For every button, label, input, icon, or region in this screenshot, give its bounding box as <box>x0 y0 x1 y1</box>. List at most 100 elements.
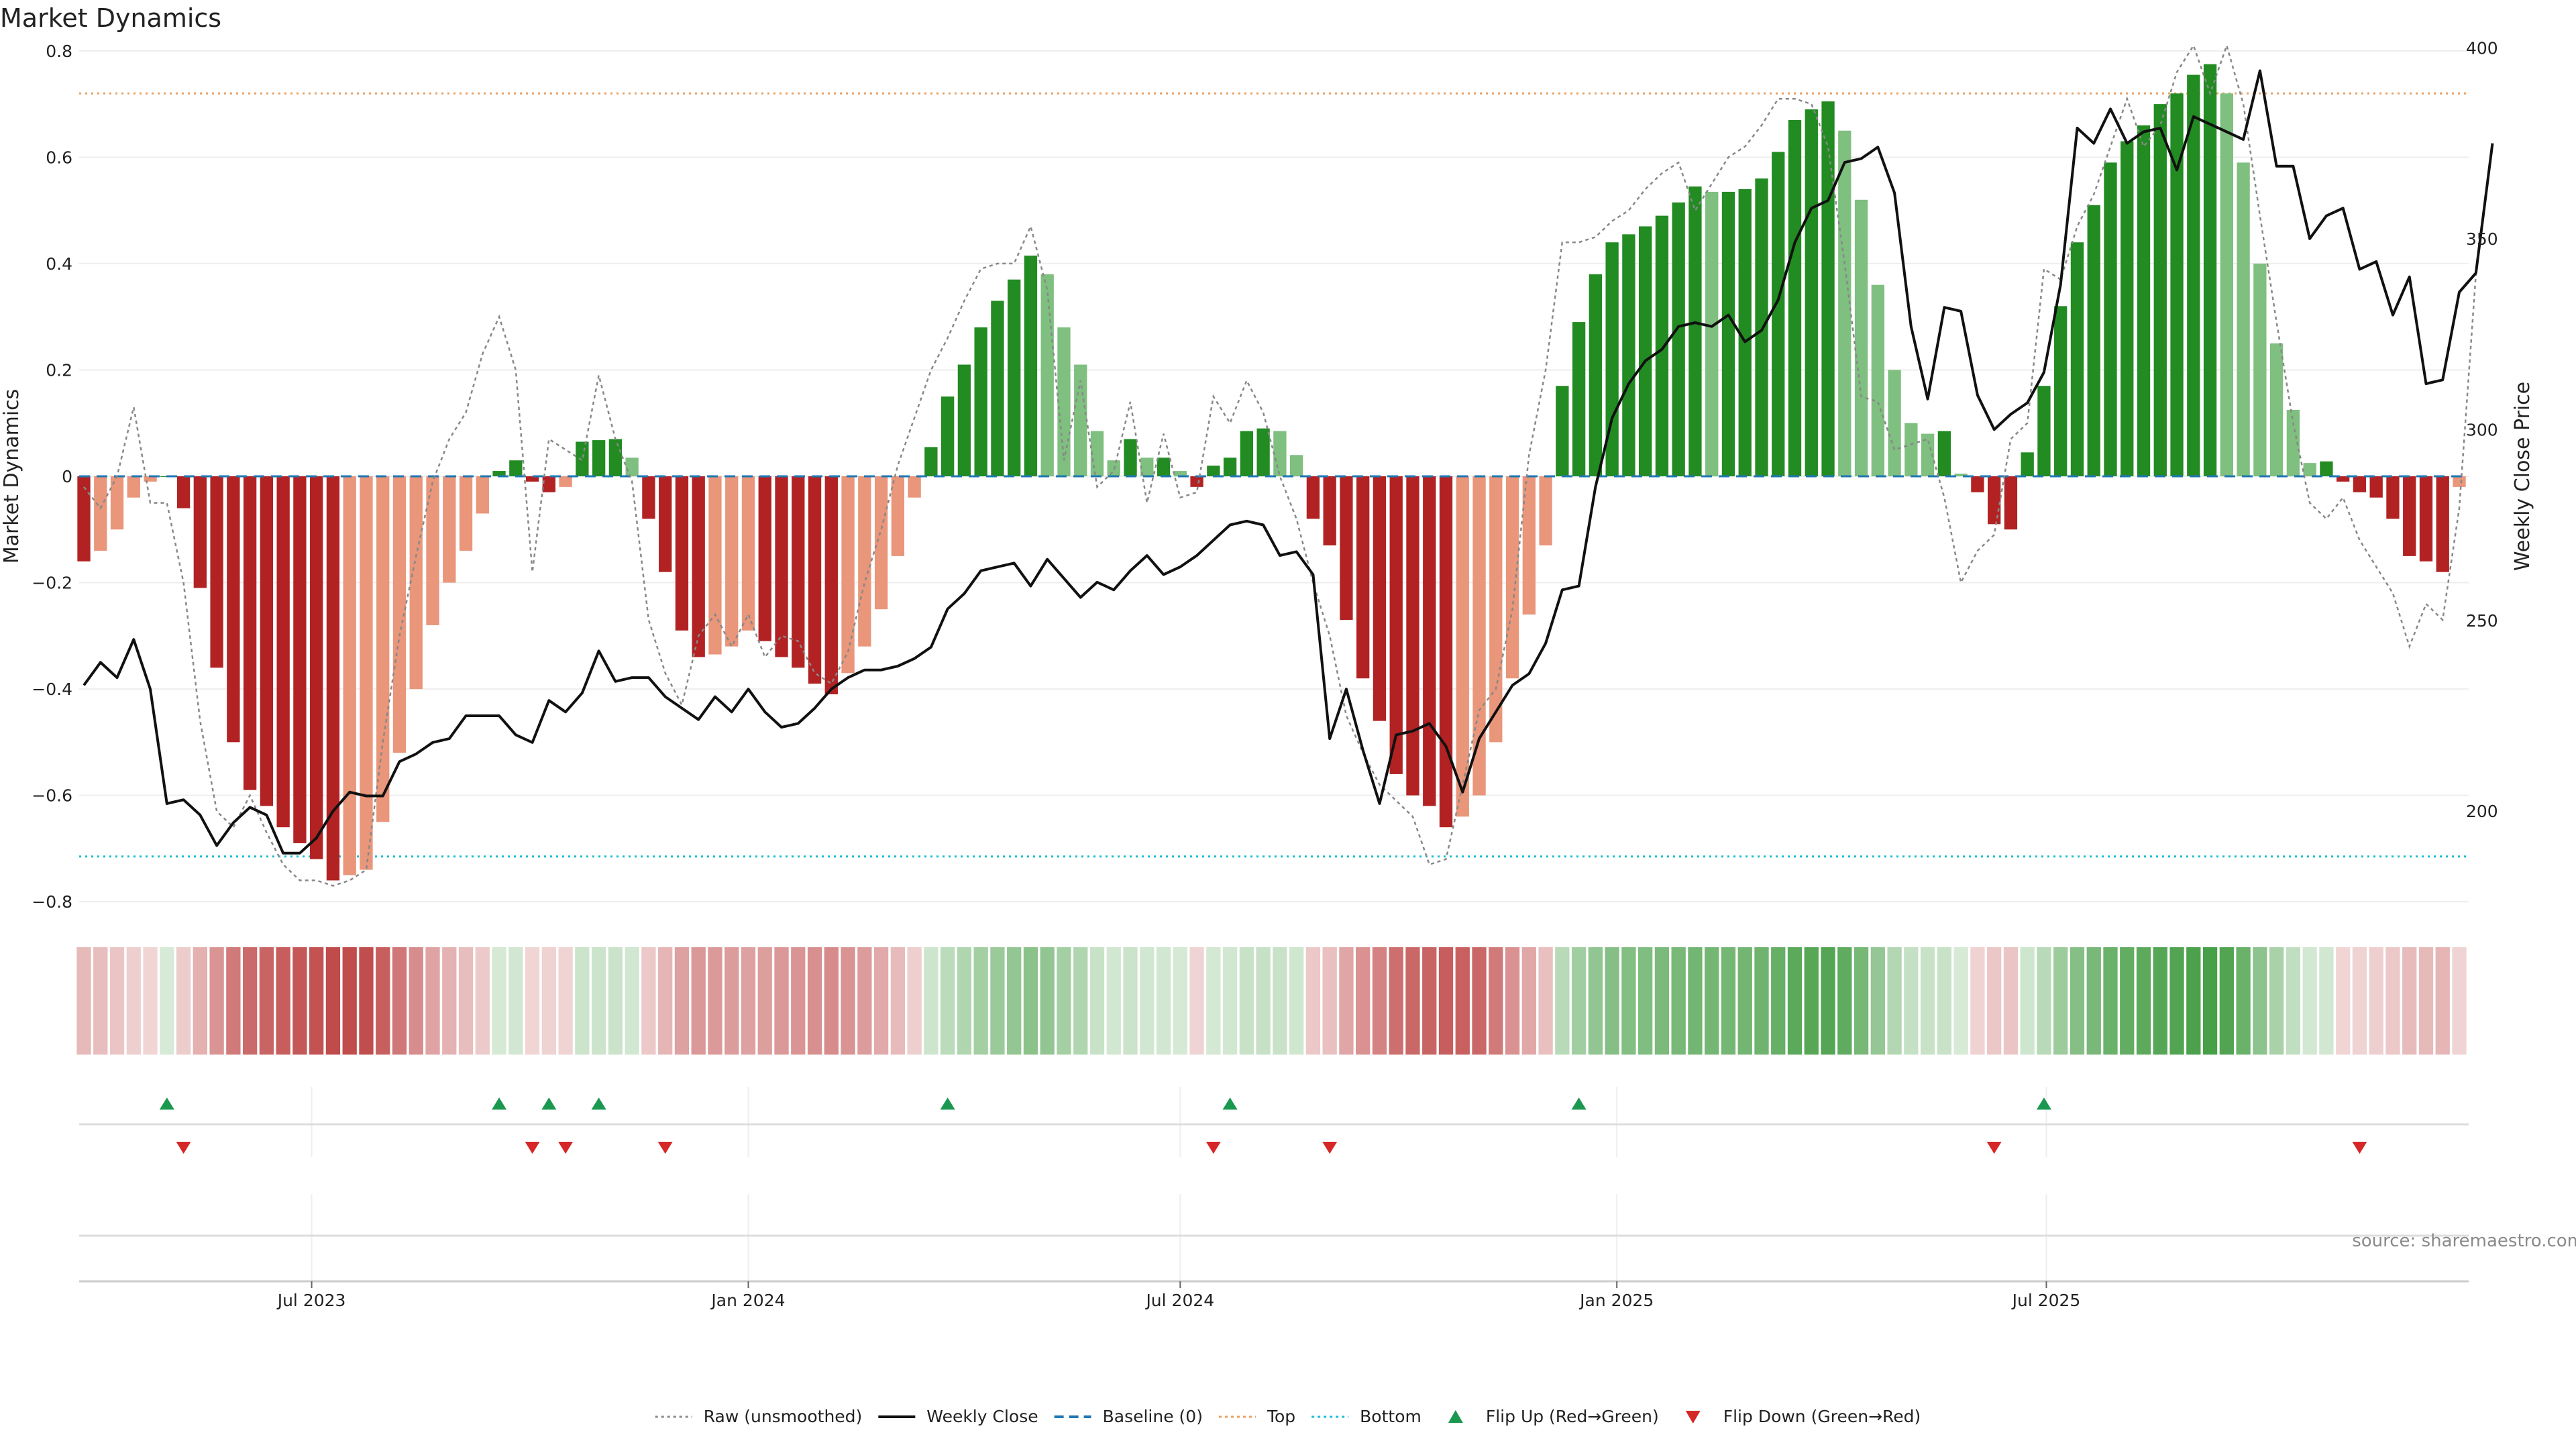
regime-cell <box>1854 947 1869 1055</box>
dynamics-bar <box>659 476 672 572</box>
regime-cell <box>2003 947 2019 1055</box>
dynamics-bar <box>542 476 555 492</box>
regime-cell <box>1920 947 1935 1055</box>
left-axis: −0.8 −0.6 −0.4 −0.2 0 0.2 0.4 0.6 0.8 <box>32 42 72 912</box>
right-axis: 200 250 300 350 400 <box>2466 38 2498 821</box>
regime-cell <box>242 947 258 1055</box>
dynamics-bar <box>2386 476 2400 519</box>
regime-cell <box>376 947 390 1055</box>
regime-cell <box>276 947 290 1055</box>
dynamics-bar <box>426 476 439 625</box>
regime-cell <box>625 947 639 1055</box>
regime-cell <box>990 947 1005 1055</box>
regime-cell <box>1489 947 1503 1055</box>
x-tick-label: Jul 2025 <box>2011 1291 2081 1310</box>
dynamics-bar <box>1024 256 1038 476</box>
regime-cell <box>1089 947 1105 1055</box>
dynamics-bar <box>443 476 456 583</box>
x-tick-label: Jul 2024 <box>1144 1291 1214 1310</box>
dynamics-bar <box>1306 476 1320 519</box>
dynamics-bar <box>1688 186 1702 476</box>
flip-down-marker <box>558 1142 574 1154</box>
dynamics-bar <box>808 476 822 684</box>
regime-cell <box>409 947 423 1055</box>
dynamics-bar <box>476 476 489 514</box>
dynamics-bar <box>1389 476 1403 774</box>
dynamics-bar <box>1672 202 1685 476</box>
regime-cell <box>1771 947 1786 1055</box>
dynamics-bar <box>243 476 257 790</box>
regime-cell <box>1605 947 1619 1055</box>
dynamics-bar <box>625 458 639 476</box>
dynamics-bar <box>1572 322 1586 476</box>
regime-cell <box>2103 947 2118 1055</box>
dynamics-bar <box>1472 476 1486 796</box>
x-tick-label: Jul 2023 <box>276 1291 346 1310</box>
regime-cell <box>1937 947 1952 1055</box>
regime-cell <box>508 947 523 1055</box>
regime-cell <box>1389 947 1403 1055</box>
dynamics-bar <box>1622 234 1635 476</box>
dynamics-bar <box>792 476 805 668</box>
regime-cell <box>1754 947 1769 1055</box>
dynamics-bar <box>1057 327 1071 476</box>
regime-cell <box>1422 947 1437 1055</box>
legend-item: Baseline (0) <box>1054 1407 1203 1426</box>
dynamics-bar <box>176 476 191 508</box>
dynamics-bar <box>144 476 157 482</box>
dynamics-bar <box>2320 461 2333 476</box>
regime-cell <box>1521 947 1536 1055</box>
dynamics-bar <box>2337 476 2350 482</box>
regime-cell <box>1472 947 1487 1055</box>
dynamics-bar <box>1173 471 1187 476</box>
legend-item: Weekly Close <box>878 1407 1038 1426</box>
regime-cell <box>2120 947 2135 1055</box>
regime-strip <box>76 947 2467 1055</box>
dynamics-bar <box>2203 64 2217 477</box>
dynamics-bar <box>2419 476 2433 561</box>
flip-markers-panel <box>79 1087 2469 1157</box>
dynamics-bar <box>310 476 323 859</box>
dynamics-bar <box>891 476 905 556</box>
dynamics-bar <box>858 476 871 647</box>
chart-title: Market Dynamics <box>0 3 221 33</box>
dynamics-bar <box>459 476 473 551</box>
dynamics-bar <box>2237 162 2250 476</box>
regime-cell <box>691 947 706 1055</box>
dynamics-bar <box>509 460 523 476</box>
dynamics-bar <box>276 476 290 828</box>
regime-cell <box>2202 947 2218 1055</box>
regime-cell <box>1571 947 1587 1055</box>
legend-item: Raw (unsmoothed) <box>655 1407 862 1426</box>
regime-cell <box>2319 947 2334 1055</box>
dynamics-bar <box>127 476 140 498</box>
dynamics-bar <box>2436 476 2449 572</box>
dynamics-bar <box>2353 476 2367 492</box>
regime-cell <box>2219 947 2234 1055</box>
dynamics-bar <box>525 476 539 482</box>
regime-cell <box>1073 947 1088 1055</box>
regime-cell <box>525 947 540 1055</box>
regime-cell <box>1305 947 1321 1055</box>
regime-cell <box>1987 947 2002 1055</box>
dynamics-bar <box>1605 242 1619 476</box>
dynamics-bar <box>2253 263 2267 476</box>
dynamics-bar <box>360 476 373 870</box>
x-tick-label: Jan 2024 <box>710 1291 785 1310</box>
regime-cell <box>1239 947 1254 1055</box>
regime-cell <box>1189 947 1204 1055</box>
regime-cell <box>1671 947 1686 1055</box>
dynamics-bar <box>775 476 788 657</box>
dynamics-bar <box>1655 215 1669 476</box>
dynamics-bar <box>1838 130 1851 476</box>
dynamics-bar <box>642 476 655 519</box>
regime-cell <box>940 947 955 1055</box>
dynamics-bar <box>1937 431 1951 476</box>
regime-cell <box>1555 947 1570 1055</box>
dynamics-bar <box>343 476 356 875</box>
flip-down-marker <box>657 1142 673 1154</box>
dynamics-bar <box>1439 476 1453 828</box>
regime-cell <box>2153 947 2167 1055</box>
dynamics-bar <box>2104 162 2117 476</box>
